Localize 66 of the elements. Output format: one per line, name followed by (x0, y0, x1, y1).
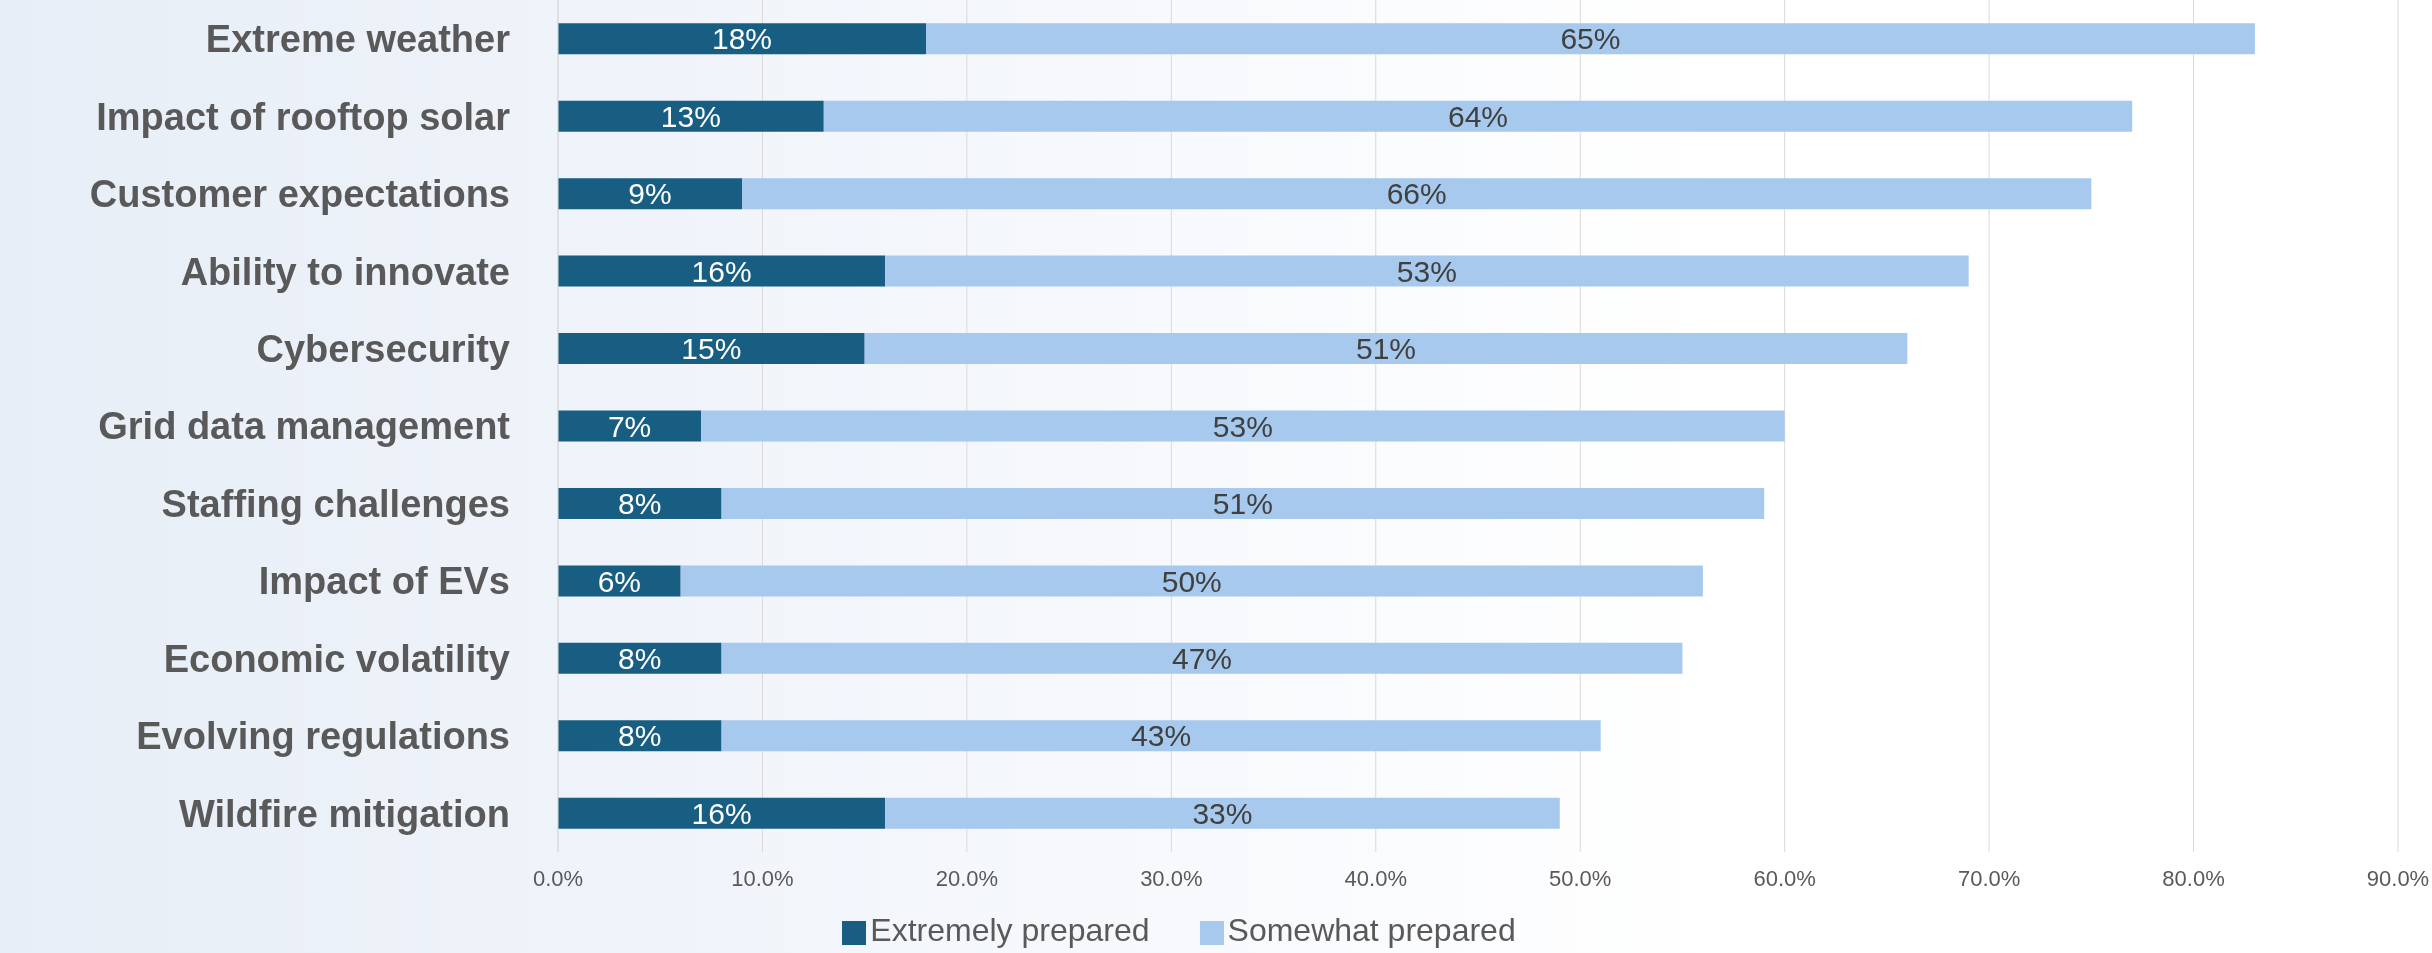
bar (742, 178, 2092, 210)
x-tick-label: 0.0% (532, 865, 584, 891)
data-label: 7% (607, 409, 652, 443)
x-tick-label: 50.0% (1549, 865, 1612, 891)
data-label: 15% (681, 332, 742, 366)
bar (558, 255, 886, 287)
y-tick-label: Cybersecurity (256, 328, 510, 371)
legend-label: Extremely prepared (870, 912, 1150, 948)
y-tick-label: Staffing challenges (161, 482, 510, 525)
x-tick-label: 30.0% (1140, 865, 1203, 891)
x-tick-label: 70.0% (1957, 865, 2021, 891)
bar (823, 100, 2133, 132)
data-label: 53% (1396, 254, 1457, 288)
bar (558, 797, 886, 829)
bar (558, 100, 824, 132)
bar (885, 255, 1969, 287)
data-label: 16% (691, 796, 752, 830)
bar (558, 720, 722, 752)
bar (721, 487, 1765, 519)
x-tick-label: 20.0% (935, 865, 999, 891)
data-label: 53% (1212, 409, 1273, 443)
x-tick-label: 40.0% (1344, 865, 1407, 891)
data-label: 6% (597, 564, 642, 598)
data-label: 51% (1355, 332, 1417, 366)
data-label: 64% (1447, 99, 1509, 133)
x-tick-label: 60.0% (1753, 865, 1816, 891)
data-label: 13% (660, 99, 721, 133)
data-label: 8% (618, 719, 662, 753)
bar (885, 797, 1560, 829)
bar (721, 642, 1683, 674)
data-label: 43% (1131, 719, 1192, 753)
bar (701, 410, 1785, 442)
data-label: 8% (618, 487, 662, 521)
x-tick-label: 80.0% (2162, 865, 2225, 891)
data-label: 50% (1161, 564, 1222, 598)
bar (558, 333, 865, 365)
data-label: 51% (1212, 487, 1273, 521)
bar (558, 410, 702, 442)
data-label: 66% (1386, 177, 1447, 211)
y-tick-label: Impact of EVs (258, 560, 510, 603)
data-label: 65% (1560, 22, 1621, 56)
data-label: 33% (1192, 796, 1253, 830)
y-tick-label: Ability to innovate (180, 250, 510, 293)
y-tick-label: Impact of rooftop solar (96, 95, 511, 138)
x-tick-label: 90.0% (2366, 865, 2430, 891)
y-tick-label: Extreme weather (205, 18, 511, 61)
y-tick-label: Economic volatility (163, 637, 510, 680)
bar (864, 333, 1908, 365)
bar (721, 720, 1601, 752)
data-label: 8% (618, 642, 662, 676)
bar (558, 642, 722, 674)
data-label: 18% (711, 22, 773, 56)
bar (558, 23, 926, 55)
bar (558, 487, 722, 519)
x-tick-label: 10.0% (731, 865, 794, 891)
legend-label: Somewhat prepared (1227, 912, 1516, 948)
y-tick-label: Grid data management (98, 405, 511, 448)
bar (926, 23, 2255, 55)
data-label: 9% (628, 177, 672, 211)
data-label: 16% (691, 254, 752, 288)
y-tick-label: Customer expectations (89, 173, 510, 216)
data-label: 47% (1171, 642, 1233, 676)
bar (680, 565, 1703, 597)
bar (558, 178, 742, 210)
y-tick-label: Wildfire mitigation (178, 792, 510, 835)
y-tick-label: Evolving regulations (136, 715, 510, 758)
